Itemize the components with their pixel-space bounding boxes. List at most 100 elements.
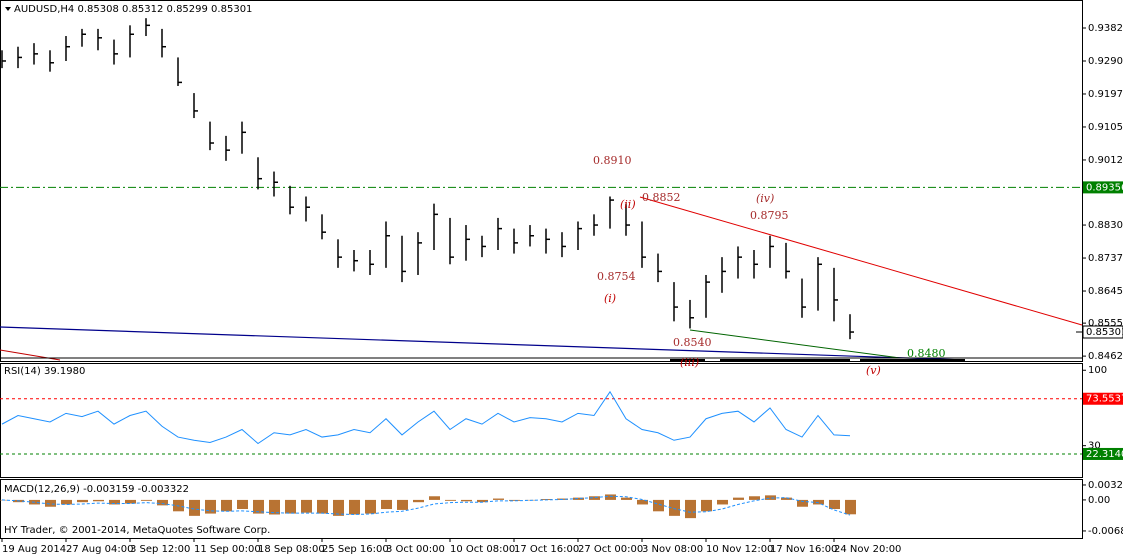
level-label-box xyxy=(1083,447,1123,460)
macd-bar xyxy=(797,499,808,507)
macd-bar xyxy=(93,499,104,502)
macd-bar xyxy=(733,497,744,500)
y-tick-label: 0.84625 xyxy=(1088,351,1123,362)
wave-annotation: 0.8795 xyxy=(750,209,789,222)
chart-title: AUDUSD,H4 0.85308 0.85312 0.85299 0.8530… xyxy=(14,4,252,15)
wave-annotation: 0.8852 xyxy=(642,191,681,204)
macd-title: MACD(12,26,9) -0.003159 -0.003322 xyxy=(4,484,189,495)
wave-annotation: 0.8910 xyxy=(593,154,632,167)
x-tick-label: 3 Sep 12:00 xyxy=(130,544,190,555)
macd-bar xyxy=(125,499,136,504)
x-tick-label: 24 Nov 20:00 xyxy=(834,544,901,555)
macd-bar xyxy=(333,499,344,516)
level-label: 73.5537 xyxy=(1086,394,1123,405)
x-tick-label: 25 Sep 16:00 xyxy=(322,544,389,555)
macd-bar xyxy=(397,499,408,510)
x-tick-label: 11 Sep 00:00 xyxy=(194,544,261,555)
last-price-label: 0.85301 xyxy=(1086,327,1123,338)
y-tick-label: 0.90125 xyxy=(1088,155,1123,166)
level-label-box xyxy=(1083,392,1123,405)
macd-bar xyxy=(717,499,728,505)
macd-bar xyxy=(413,499,424,503)
x-tick-label: 17 Nov 16:00 xyxy=(770,544,837,555)
main-panel-frame xyxy=(0,0,1083,362)
y-tick-label: 0.003279 xyxy=(1088,480,1123,491)
macd-bar xyxy=(781,497,792,500)
rsi-title: RSI(14) 39.1980 xyxy=(4,366,85,377)
macd-bar xyxy=(813,499,824,505)
x-tick-label: 10 Nov 12:00 xyxy=(706,544,773,555)
macd-bar xyxy=(301,499,312,513)
macd-bar xyxy=(653,499,664,512)
rsi-panel-frame xyxy=(0,363,1083,478)
y-tick-label: 30 xyxy=(1088,441,1101,452)
x-tick-label: 27 Aug 04:00 xyxy=(66,544,133,555)
trend-line-blue xyxy=(0,326,966,361)
macd-bar xyxy=(157,499,168,506)
wave-annotation: (i) xyxy=(604,292,616,305)
macd-bar xyxy=(589,496,600,500)
macd-bar xyxy=(141,499,152,501)
macd-bar xyxy=(109,499,120,505)
y-tick-label: 0.00 xyxy=(1088,495,1110,506)
macd-bar xyxy=(477,499,488,503)
macd-bar xyxy=(621,497,632,500)
level-label: 0.89356 xyxy=(1086,182,1123,193)
level-label-box xyxy=(1083,181,1123,194)
last-price-box xyxy=(1082,325,1123,339)
macd-bar xyxy=(669,499,680,516)
macd-bar xyxy=(749,496,760,500)
trend-line-red xyxy=(639,196,1083,326)
x-tick-label: 3 Oct 00:00 xyxy=(386,544,445,555)
x-tick-label: 18 Sep 08:00 xyxy=(258,544,325,555)
macd-bar xyxy=(701,499,712,512)
macd-bar xyxy=(349,499,360,515)
macd-bar xyxy=(77,499,88,503)
macd-bar xyxy=(237,499,248,510)
wave-annotation: (iv) xyxy=(756,192,774,205)
macd-bar xyxy=(493,498,504,500)
macd-bar xyxy=(605,494,616,500)
wave-annotation: (iii) xyxy=(680,356,699,369)
macd-panel-frame xyxy=(0,479,1083,539)
macd-bar xyxy=(269,499,280,515)
macd-bar xyxy=(205,499,216,514)
macd-bar xyxy=(429,496,440,500)
y-tick-label: 100 xyxy=(1088,365,1107,376)
macd-bar xyxy=(189,499,200,516)
y-tick-label: 0.93825 xyxy=(1088,23,1123,34)
rsi-line xyxy=(1,390,851,445)
macd-bar xyxy=(61,499,72,505)
macd-signal xyxy=(1,495,851,516)
x-tick-label: 3 Nov 08:00 xyxy=(642,544,703,555)
menu-arrow[interactable] xyxy=(5,7,11,11)
macd-bar xyxy=(765,495,776,500)
wave-annotation: 0.8480 xyxy=(907,347,946,360)
macd-bar xyxy=(845,499,856,515)
macd-bar xyxy=(381,499,392,510)
wave-annotation: (ii) xyxy=(620,198,636,211)
wave-annotation: (v) xyxy=(866,364,881,377)
x-tick-label: 10 Oct 08:00 xyxy=(450,544,515,555)
macd-bar xyxy=(445,499,456,501)
macd-bar xyxy=(573,497,584,500)
macd-bar xyxy=(285,499,296,514)
footer: HY Trader, © 2001-2014, MetaQuotes Softw… xyxy=(4,525,270,536)
wave-annotation: 0.8754 xyxy=(597,270,636,283)
macd-bar xyxy=(45,499,56,507)
y-tick-label: -0.006812 xyxy=(1088,526,1123,537)
x-tick-label: 19 Aug 2014 xyxy=(2,544,66,555)
macd-bar xyxy=(253,499,264,514)
macd-bar xyxy=(829,499,840,510)
macd-bar xyxy=(637,499,648,505)
x-tick-label: 27 Oct 00:00 xyxy=(578,544,643,555)
